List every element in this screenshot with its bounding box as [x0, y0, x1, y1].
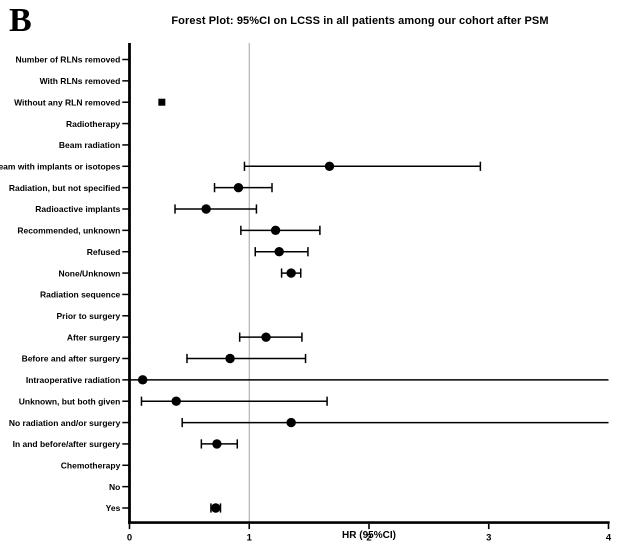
category-label: Refused: [87, 247, 121, 257]
category-label: Yes: [106, 503, 121, 513]
point-marker: [137, 375, 148, 385]
category-label: None/Unknown: [58, 268, 120, 278]
panel-label: B: [9, 2, 32, 39]
category-label: Radioactive implants: [35, 204, 120, 214]
x-tick-label: 2: [366, 533, 371, 544]
category-label: Beam with implants or isotopes: [0, 161, 121, 171]
x-axis-label: HR (95%CI): [342, 530, 396, 541]
x-tick-label: 4: [606, 533, 612, 544]
point-marker: [274, 247, 284, 257]
category-label: Chemotherapy: [61, 460, 121, 470]
chart-title: Forest Plot: 95%CI on LCSS in all patien…: [171, 15, 549, 27]
category-label: Number of RLNs removed: [15, 55, 120, 65]
point-marker: [270, 225, 281, 236]
category-label: Radiotherapy: [66, 119, 121, 129]
category-label: Before and after surgery: [22, 354, 121, 364]
category-label: After surgery: [67, 332, 121, 342]
point-marker: [212, 439, 222, 449]
category-label: Unknown, but both given: [19, 396, 121, 406]
point-marker: [261, 332, 271, 342]
point-marker: [286, 417, 296, 428]
category-label: Recommended, unknown: [17, 226, 120, 236]
point-marker: [171, 396, 181, 406]
point-marker: [201, 204, 211, 214]
point-marker: [233, 182, 244, 193]
x-tick-label: 0: [127, 533, 132, 544]
point-marker: [158, 98, 166, 106]
x-tick-label: 1: [247, 533, 253, 544]
point-marker: [286, 268, 296, 278]
point-marker: [324, 161, 335, 171]
category-label: No: [109, 482, 120, 492]
category-label: Prior to surgery: [57, 311, 121, 321]
category-label: Without any RLN removed: [14, 97, 120, 107]
x-tick-label: 3: [486, 533, 491, 544]
category-label: Intraoperative radiation: [26, 375, 120, 385]
point-marker: [211, 503, 221, 513]
category-label: With RLNs removed: [40, 76, 121, 86]
category-label: Beam radiation: [59, 140, 120, 150]
category-label: No radiation and/or surgery: [9, 418, 121, 428]
category-label: Radiation sequence: [40, 290, 121, 300]
category-label: Radiation, but not specified: [9, 183, 120, 193]
category-label: In and before/after surgery: [13, 439, 121, 449]
point-marker: [225, 353, 235, 364]
